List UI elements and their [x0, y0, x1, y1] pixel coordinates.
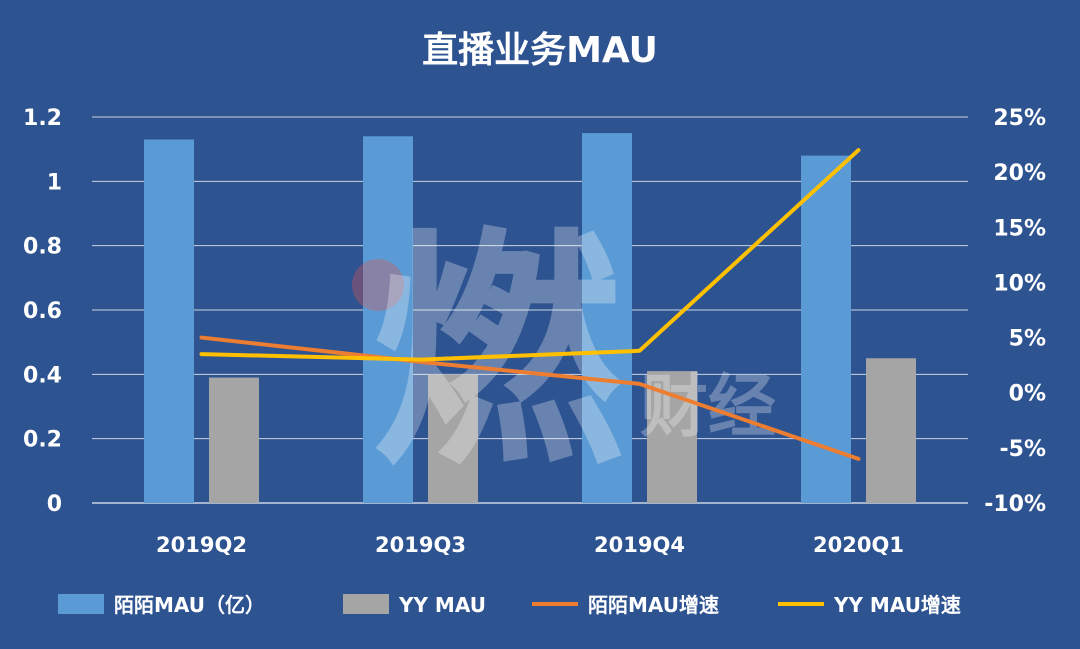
y-right-tick-label: 25% [993, 106, 1046, 131]
chart-title: 直播业务MAU [422, 30, 658, 71]
bar-yy [209, 377, 259, 503]
bar-momo [144, 139, 194, 503]
y-right-tick-label: 15% [993, 216, 1046, 241]
watermark-dot [352, 259, 404, 311]
line-layer [199, 148, 861, 461]
y-right-tick-label: 20% [993, 161, 1046, 186]
bar-momo [582, 133, 632, 504]
y-right-tick-label: 0% [1009, 382, 1046, 407]
bar-momo [801, 155, 851, 503]
bar-layer [144, 133, 916, 504]
y-left-tick-label: 0.8 [23, 235, 62, 260]
legend-label: YY MAU [398, 593, 486, 617]
y-left-tick-label: 0.6 [23, 299, 62, 324]
y-left-tick-label: 1 [47, 170, 62, 195]
legend: 陌陌MAU（亿） YY MAU 陌陌MAU增速 YY MAU增速 [58, 593, 961, 617]
y-left-tick-label: 0 [47, 492, 62, 517]
axis-layer: 0 0.2 0.4 0.6 0.8 1 1.2 -10% -5% 0% 5% 10% 15% 20% 25%… [23, 106, 1046, 557]
y-left-tick-label: 0.4 [23, 363, 62, 388]
legend-label: 陌陌MAU增速 [588, 593, 719, 617]
bar-yy [428, 374, 478, 503]
legend-swatch [58, 594, 104, 614]
y-right-tick-label: 10% [993, 271, 1046, 296]
y-right-tick-label: -5% [1000, 437, 1046, 462]
y-left-tick-label: 1.2 [23, 106, 62, 131]
legend-label: 陌陌MAU（亿） [114, 593, 265, 617]
y-left-tick-label: 0.2 [23, 428, 62, 453]
bar-momo [363, 136, 413, 504]
x-tick-label: 2020Q1 [813, 533, 904, 557]
legend-swatch [343, 594, 389, 614]
y-right-tick-label: -10% [984, 492, 1046, 517]
line-yy-growth [199, 148, 861, 362]
y-right-tick-label: 5% [1009, 327, 1046, 352]
x-tick-label: 2019Q4 [594, 533, 685, 557]
watermark: 燃 财经 [352, 208, 776, 499]
x-tick-label: 2019Q2 [156, 533, 247, 557]
bar-yy [866, 358, 916, 503]
legend-label: YY MAU增速 [833, 593, 961, 617]
line-momo-growth [199, 335, 861, 461]
x-tick-label: 2019Q3 [375, 533, 466, 557]
